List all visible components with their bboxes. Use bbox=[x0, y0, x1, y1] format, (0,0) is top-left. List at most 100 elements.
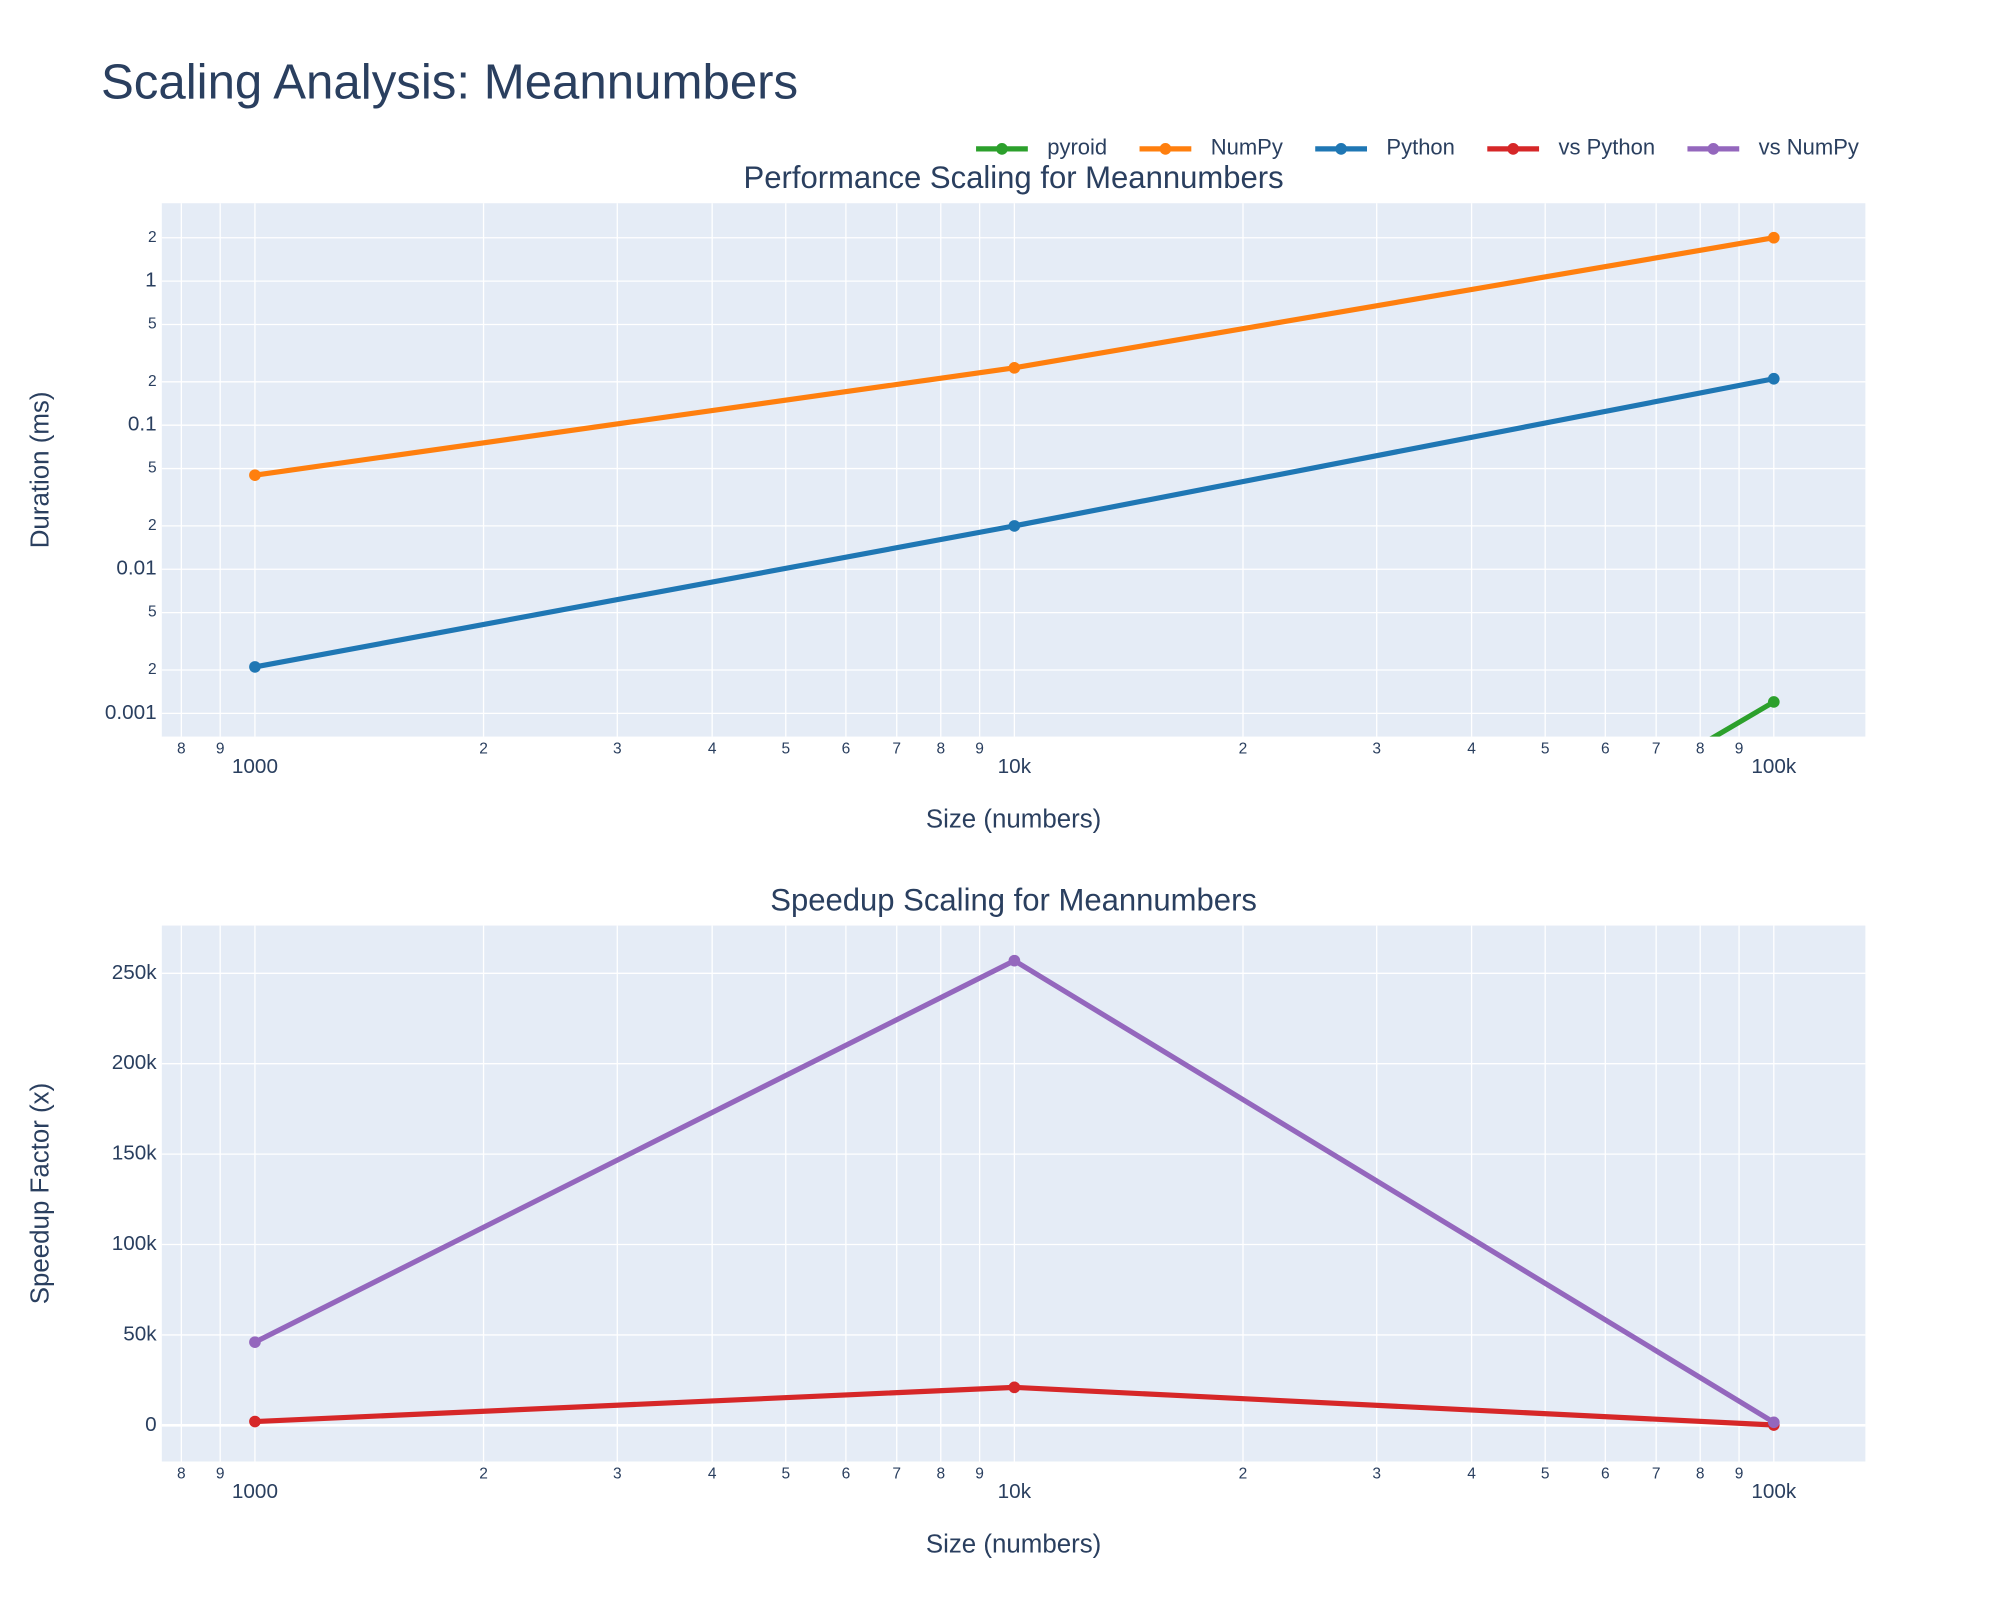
x-tick-label: 2 bbox=[1239, 1466, 1248, 1483]
x-tick-label: 9 bbox=[216, 1466, 225, 1483]
x-tick-label: 10k bbox=[998, 1480, 1032, 1503]
legend-marker bbox=[996, 143, 1008, 155]
y-tick-label: 250k bbox=[112, 961, 158, 984]
x-tick-label: 9 bbox=[975, 1466, 984, 1483]
x-tick-label: 100k bbox=[1751, 1480, 1797, 1503]
x-tick-label: 8 bbox=[936, 1466, 945, 1483]
legend-marker bbox=[1707, 143, 1720, 155]
x-tick-label: 8 bbox=[936, 741, 945, 758]
y-axis-label: Speedup Factor (x) bbox=[26, 1083, 54, 1304]
data-point bbox=[249, 1336, 261, 1348]
x-tick-label: 1000 bbox=[232, 755, 278, 778]
data-point bbox=[1767, 696, 1780, 708]
legend-label: vs NumPy bbox=[1759, 135, 1859, 160]
legend-marker bbox=[1335, 143, 1347, 155]
subplot-title: Performance Scaling for Meannumbers bbox=[744, 160, 1284, 195]
legend-item: pyroid bbox=[976, 135, 1107, 160]
y-tick-label: 100k bbox=[112, 1232, 158, 1255]
legend-label: NumPy bbox=[1211, 135, 1283, 160]
y-tick-label: 0.01 bbox=[116, 557, 156, 580]
y-axis-label: Duration (ms) bbox=[26, 392, 54, 549]
legend-label: pyroid bbox=[1047, 135, 1107, 160]
legend-item: Python bbox=[1315, 135, 1455, 160]
x-tick-label: 8 bbox=[177, 1466, 186, 1483]
legend-item: vs NumPy bbox=[1687, 135, 1859, 160]
x-tick-label: 6 bbox=[842, 741, 851, 758]
x-tick-label: 4 bbox=[1467, 1466, 1476, 1483]
x-tick-label: 9 bbox=[975, 741, 984, 758]
data-point bbox=[1008, 520, 1021, 532]
x-axis-label: Size (numbers) bbox=[926, 806, 1101, 834]
figure-title: Scaling Analysis: Meannumbers bbox=[101, 54, 798, 109]
y-tick-label: 0.1 bbox=[128, 413, 157, 436]
y-tick-label: 2 bbox=[148, 373, 157, 390]
x-tick-label: 8 bbox=[1696, 741, 1705, 758]
plot-lines bbox=[249, 231, 1780, 737]
data-point bbox=[1767, 231, 1780, 244]
y-tick-label: 5 bbox=[148, 604, 157, 621]
data-point bbox=[249, 469, 261, 481]
y-tick-label: 200k bbox=[112, 1051, 158, 1074]
plot-background bbox=[161, 925, 1866, 1462]
x-tick-label: 6 bbox=[1601, 1466, 1610, 1483]
x-tick-label: 3 bbox=[1372, 1466, 1381, 1483]
x-tick-label: 5 bbox=[781, 741, 790, 758]
x-tick-label: 7 bbox=[1652, 1466, 1661, 1483]
x-tick-label: 7 bbox=[892, 1466, 901, 1483]
y-tick-label: 5 bbox=[148, 316, 157, 333]
x-tick-label: 5 bbox=[1541, 1466, 1550, 1483]
y-tick-label: 50k bbox=[123, 1322, 157, 1345]
x-tick-label: 3 bbox=[1372, 741, 1381, 758]
data-point bbox=[1767, 372, 1780, 385]
x-tick-label: 6 bbox=[1601, 741, 1610, 758]
x-tick-label: 9 bbox=[216, 741, 225, 758]
y-tick-label: 2 bbox=[148, 517, 157, 534]
x-tick-label: 100k bbox=[1751, 755, 1797, 778]
legend-marker bbox=[1159, 143, 1172, 155]
x-tick-label: 4 bbox=[1467, 741, 1476, 758]
x-tick-label: 8 bbox=[1696, 1466, 1705, 1483]
plot-background bbox=[161, 203, 1866, 737]
legend-label: vs Python bbox=[1558, 135, 1655, 160]
x-tick-label: 2 bbox=[1239, 741, 1248, 758]
x-tick-label: 4 bbox=[708, 741, 717, 758]
legend-item: NumPy bbox=[1139, 135, 1283, 160]
x-tick-label: 2 bbox=[479, 1466, 488, 1483]
x-tick-label: 9 bbox=[1735, 1466, 1744, 1483]
x-tick-label: 7 bbox=[1652, 741, 1661, 758]
x-tick-label: 7 bbox=[892, 741, 901, 758]
data-point bbox=[1008, 362, 1021, 374]
x-tick-label: 8 bbox=[177, 741, 186, 758]
legend-label: Python bbox=[1386, 135, 1455, 160]
legend-item: vs Python bbox=[1487, 135, 1655, 160]
legend-marker bbox=[1507, 143, 1519, 155]
y-tick-label: 2 bbox=[148, 229, 157, 246]
x-tick-label: 6 bbox=[842, 1466, 851, 1483]
x-tick-label: 3 bbox=[613, 741, 622, 758]
y-tick-label: 1 bbox=[145, 269, 157, 292]
y-tick-label: 5 bbox=[148, 460, 157, 477]
x-tick-label: 1000 bbox=[232, 1480, 278, 1503]
x-axis-label: Size (numbers) bbox=[926, 1530, 1101, 1558]
x-tick-label: 10k bbox=[998, 755, 1032, 778]
legend: pyroid NumPy Python vs Python vs NumPy bbox=[976, 135, 1859, 160]
y-tick-label: 2 bbox=[148, 661, 157, 678]
data-point bbox=[249, 661, 261, 673]
y-tick-label: 0.001 bbox=[105, 701, 157, 724]
x-tick-label: 5 bbox=[781, 1466, 790, 1483]
y-tick-label: 0 bbox=[145, 1413, 157, 1436]
data-point bbox=[1767, 1416, 1780, 1429]
x-tick-label: 4 bbox=[708, 1466, 717, 1483]
x-tick-label: 9 bbox=[1735, 741, 1744, 758]
data-point bbox=[1008, 954, 1021, 967]
plot-lines bbox=[249, 954, 1780, 1431]
data-point bbox=[249, 1415, 261, 1428]
x-tick-label: 2 bbox=[479, 741, 488, 758]
x-tick-label: 3 bbox=[613, 1466, 622, 1483]
y-tick-label: 150k bbox=[112, 1142, 158, 1165]
data-point bbox=[1008, 1381, 1021, 1394]
x-tick-label: 5 bbox=[1541, 741, 1550, 758]
subplot-title: Speedup Scaling for Meannumbers bbox=[770, 882, 1257, 917]
